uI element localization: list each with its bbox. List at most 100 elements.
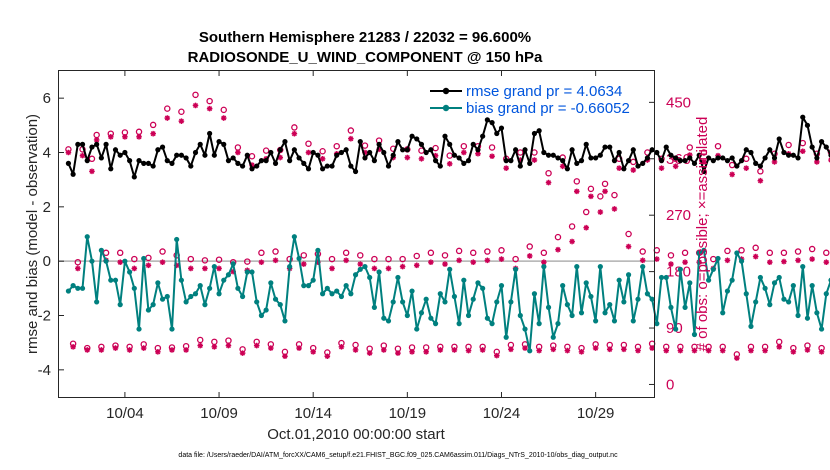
bias-point xyxy=(814,310,820,316)
bias-point xyxy=(522,326,528,332)
obs-possible-marker xyxy=(159,248,166,255)
x-tick-label: 10/09 xyxy=(200,405,238,422)
obs-assimilated-marker xyxy=(329,265,335,272)
obs-assimilated-marker xyxy=(705,347,712,354)
rmse-point xyxy=(588,155,594,161)
rmse-point xyxy=(658,158,665,164)
obs-assimilated-marker xyxy=(272,257,279,264)
rmse-point xyxy=(79,141,86,147)
obs-assimilated-marker xyxy=(70,344,76,350)
obs-possible-marker xyxy=(625,230,632,238)
rmse-point xyxy=(348,163,354,169)
obs-possible-marker xyxy=(785,141,792,149)
obs-assimilated-marker xyxy=(202,265,208,272)
rmse-point xyxy=(301,160,307,166)
obs-possible-marker xyxy=(808,245,816,253)
obs-assimilated-marker xyxy=(178,118,185,124)
rmse-point xyxy=(621,166,627,172)
bias-point xyxy=(390,299,396,305)
bias-point xyxy=(673,326,679,332)
rmse-point xyxy=(287,158,293,164)
rmse-point xyxy=(244,152,250,158)
bias-point xyxy=(508,299,514,305)
bias-point xyxy=(550,334,556,340)
obs-assimilated-marker xyxy=(253,342,260,349)
rmse-point xyxy=(178,152,184,158)
bias-point xyxy=(244,269,250,275)
obs-assimilated-marker xyxy=(428,259,434,266)
rmse-point xyxy=(367,149,373,156)
bias-point xyxy=(352,272,359,278)
obs-assimilated-marker xyxy=(748,347,754,354)
bias-point xyxy=(611,318,618,324)
bias-point xyxy=(640,264,646,270)
obs-assimilated-marker xyxy=(809,256,815,262)
obs-assimilated-marker xyxy=(691,347,698,354)
bias-point xyxy=(103,258,109,264)
bias-point xyxy=(197,283,203,289)
bias-point xyxy=(343,283,349,289)
obs-assimilated-marker xyxy=(654,256,660,262)
rmse-point xyxy=(696,152,702,158)
bias-point xyxy=(400,299,406,305)
bias-point xyxy=(625,272,632,278)
bias-point xyxy=(786,299,792,305)
obs-possible-marker xyxy=(611,191,618,199)
obs-assimilated-marker xyxy=(188,265,194,272)
rmse-point xyxy=(776,136,782,142)
obs-possible-marker xyxy=(597,193,604,200)
obs-assimilated-marker xyxy=(451,347,458,353)
rmse-point xyxy=(602,144,608,150)
obs-assimilated-marker xyxy=(484,257,491,264)
obs-possible-marker xyxy=(460,142,468,150)
obs-assimilated-marker xyxy=(404,154,411,161)
obs-assimilated-marker xyxy=(136,134,142,140)
rmse-point xyxy=(296,155,302,161)
obs-possible-marker xyxy=(220,106,228,114)
rmse-point xyxy=(564,166,570,172)
rmse-point xyxy=(574,160,580,166)
obs-possible-marker xyxy=(738,247,745,254)
obs-assimilated-marker xyxy=(493,352,500,359)
bias-point xyxy=(687,280,693,286)
obs-assimilated-marker xyxy=(366,350,373,356)
y-right-tick-label: 0 xyxy=(666,376,674,393)
bias-point xyxy=(282,318,288,324)
bias-point xyxy=(94,299,100,305)
rmse-point xyxy=(254,163,260,169)
obs-assimilated-marker xyxy=(395,350,401,356)
obs-assimilated-marker xyxy=(446,160,453,167)
bias-point xyxy=(239,293,246,300)
rmse-point xyxy=(329,163,335,169)
rmse-point xyxy=(494,130,500,137)
obs-assimilated-marker xyxy=(230,268,236,275)
obs-assimilated-marker xyxy=(818,349,825,355)
obs-possible-marker xyxy=(498,247,505,254)
rmse-point xyxy=(804,122,811,128)
obs-assimilated-marker xyxy=(399,263,406,270)
rmse-point xyxy=(823,144,829,150)
obs-possible-marker xyxy=(187,255,195,263)
rmse-point xyxy=(418,141,425,147)
bias-point xyxy=(720,310,726,316)
rmse-point xyxy=(423,149,429,156)
rmse-point xyxy=(795,155,801,161)
obs-assimilated-marker xyxy=(145,262,152,269)
obs-assimilated-marker xyxy=(376,146,382,153)
rmse-point xyxy=(527,160,533,166)
obs-assimilated-marker xyxy=(164,115,171,121)
obs-possible-marker xyxy=(484,248,491,255)
bias-point xyxy=(616,277,622,283)
obs-possible-marker xyxy=(149,121,157,129)
obs-assimilated-marker xyxy=(677,347,684,354)
bias-point xyxy=(734,250,740,256)
bias-point xyxy=(480,285,486,291)
bias-point xyxy=(729,277,735,283)
bias-point xyxy=(192,291,199,297)
x-tick-label: 10/19 xyxy=(389,405,427,422)
bias-point xyxy=(809,283,815,289)
obs-possible-marker xyxy=(201,257,209,264)
rmse-point xyxy=(677,158,683,164)
obs-possible-marker xyxy=(582,208,590,216)
obs-assimilated-marker xyxy=(173,262,180,269)
